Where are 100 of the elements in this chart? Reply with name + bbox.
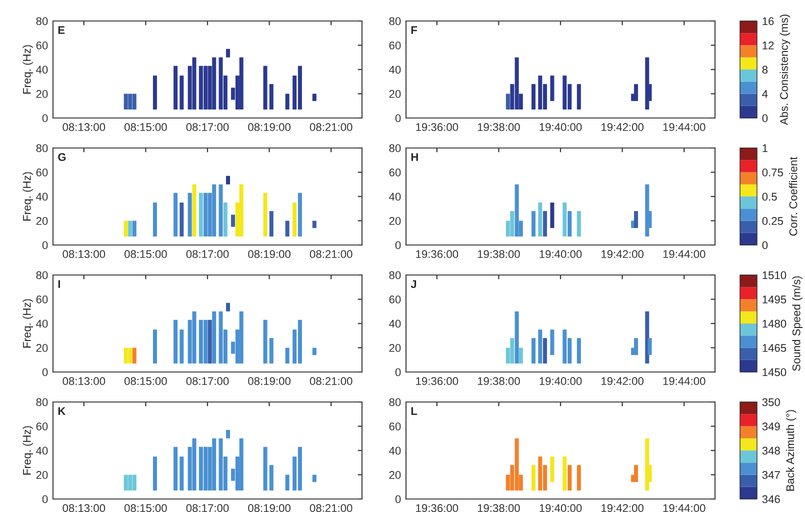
x-tick-label: 08:21:00 <box>310 504 352 512</box>
x-tick-label: 08:17:00 <box>186 504 229 512</box>
bar <box>192 57 196 110</box>
color-bar-label: 0 <box>762 241 768 250</box>
bar <box>132 474 136 491</box>
color-bar-label: 1510 <box>762 271 786 280</box>
bar <box>510 211 514 237</box>
x-tick-label: 19:40:00 <box>540 504 582 512</box>
annotation: I <box>58 280 60 288</box>
color-bar-label: 8 <box>762 66 768 74</box>
x-tick-label: 08:15:00 <box>124 504 167 512</box>
color-bar-label: 4 <box>762 90 768 98</box>
y-tick-label: 20 <box>389 471 401 479</box>
y-tick-label: 0 <box>395 241 401 250</box>
color-bar-label: 0.5 <box>762 192 777 201</box>
bar <box>152 330 157 364</box>
y-tick-label: 0 <box>395 368 401 376</box>
y-tick-label: 60 <box>389 296 401 304</box>
y-tick-label: 60 <box>36 422 48 430</box>
bar <box>226 48 230 58</box>
color-bar-label: 350 <box>762 398 780 406</box>
bar <box>550 76 554 102</box>
x-tick-label: 19:36:00 <box>416 250 458 258</box>
y-tick-label: 60 <box>389 422 401 430</box>
bar <box>576 84 581 110</box>
y-tick-label: 60 <box>36 168 48 176</box>
x-tick-label: 08:13:00 <box>62 504 106 512</box>
bar <box>312 94 316 102</box>
bar <box>263 66 268 110</box>
y-axis-title: Freq. (Hz) <box>22 172 34 221</box>
color-bar-label: 348 <box>762 446 780 455</box>
bar <box>124 474 128 491</box>
y-tick-label: 40 <box>36 320 48 328</box>
bar <box>152 76 157 110</box>
bar <box>538 330 542 364</box>
bar <box>312 474 316 482</box>
color-bar-label: 1465 <box>762 344 786 352</box>
x-tick-label: 19:38:00 <box>478 123 520 132</box>
bar <box>531 84 536 110</box>
y-tick-label: 0 <box>42 368 48 376</box>
x-tick-label: 08:21:00 <box>310 123 352 132</box>
bar <box>231 214 236 227</box>
bar <box>239 438 244 491</box>
y-tick-label: 0 <box>42 241 48 250</box>
y-tick-label: 60 <box>389 42 401 50</box>
annotation: H <box>411 153 418 161</box>
color-bar-label: 12 <box>762 42 774 50</box>
x-tick-label: 08:19:00 <box>248 504 290 512</box>
x-tick-label: 19:44:00 <box>663 123 706 132</box>
y-tick-label: 80 <box>389 17 401 26</box>
bar <box>576 338 581 364</box>
color-bar-label: 0.25 <box>762 217 784 225</box>
bar <box>514 311 519 364</box>
y-tick-label: 40 <box>36 192 48 201</box>
y-tick-label: 0 <box>42 114 48 122</box>
bar <box>180 456 184 491</box>
y-tick-label: 60 <box>389 168 401 176</box>
bar <box>263 192 268 237</box>
bar <box>212 438 216 491</box>
x-tick-label: 08:17:00 <box>186 123 229 132</box>
annotation: J <box>410 280 416 288</box>
bar <box>192 311 196 364</box>
color-bar-label: 1495 <box>762 296 786 304</box>
bar <box>263 446 268 491</box>
x-tick-label: 19:36:00 <box>416 377 458 386</box>
y-tick-label: 80 <box>36 17 48 26</box>
bar <box>128 220 132 237</box>
bar <box>576 465 581 491</box>
bar <box>239 57 244 110</box>
y-axis-title: Freq. (Hz) <box>22 299 34 348</box>
bar <box>506 94 510 110</box>
bar <box>226 430 230 438</box>
color-bar-title: Back Azimuth (°) <box>786 410 796 491</box>
y-tick-label: 60 <box>36 42 48 50</box>
bar <box>192 438 196 491</box>
y-tick-label: 0 <box>395 114 401 122</box>
annotation: F <box>411 26 418 34</box>
bar <box>269 84 274 110</box>
bar <box>128 348 132 364</box>
x-tick-label: 19:40:00 <box>540 250 582 258</box>
x-tick-label: 19:44:00 <box>663 250 706 258</box>
bar <box>263 320 268 364</box>
bar <box>239 184 244 237</box>
y-axis-title: Freq. (Hz) <box>22 45 34 94</box>
color-bar-label: 1 <box>762 144 768 152</box>
x-tick-label: 19:44:00 <box>663 504 706 512</box>
bar <box>562 456 567 491</box>
bar <box>285 348 290 364</box>
y-tick-label: 40 <box>389 320 401 328</box>
x-tick-label: 08:15:00 <box>124 250 167 258</box>
bar <box>128 474 132 491</box>
annotation: G <box>58 153 66 162</box>
bar <box>542 211 547 237</box>
y-tick-label: 80 <box>36 144 48 152</box>
bar <box>174 446 178 491</box>
bar <box>538 202 542 237</box>
x-tick-label: 19:38:00 <box>478 250 520 258</box>
color-bar-title: Corr. Coefficient <box>789 156 798 236</box>
y-tick-label: 40 <box>389 192 401 201</box>
bar <box>226 176 230 184</box>
